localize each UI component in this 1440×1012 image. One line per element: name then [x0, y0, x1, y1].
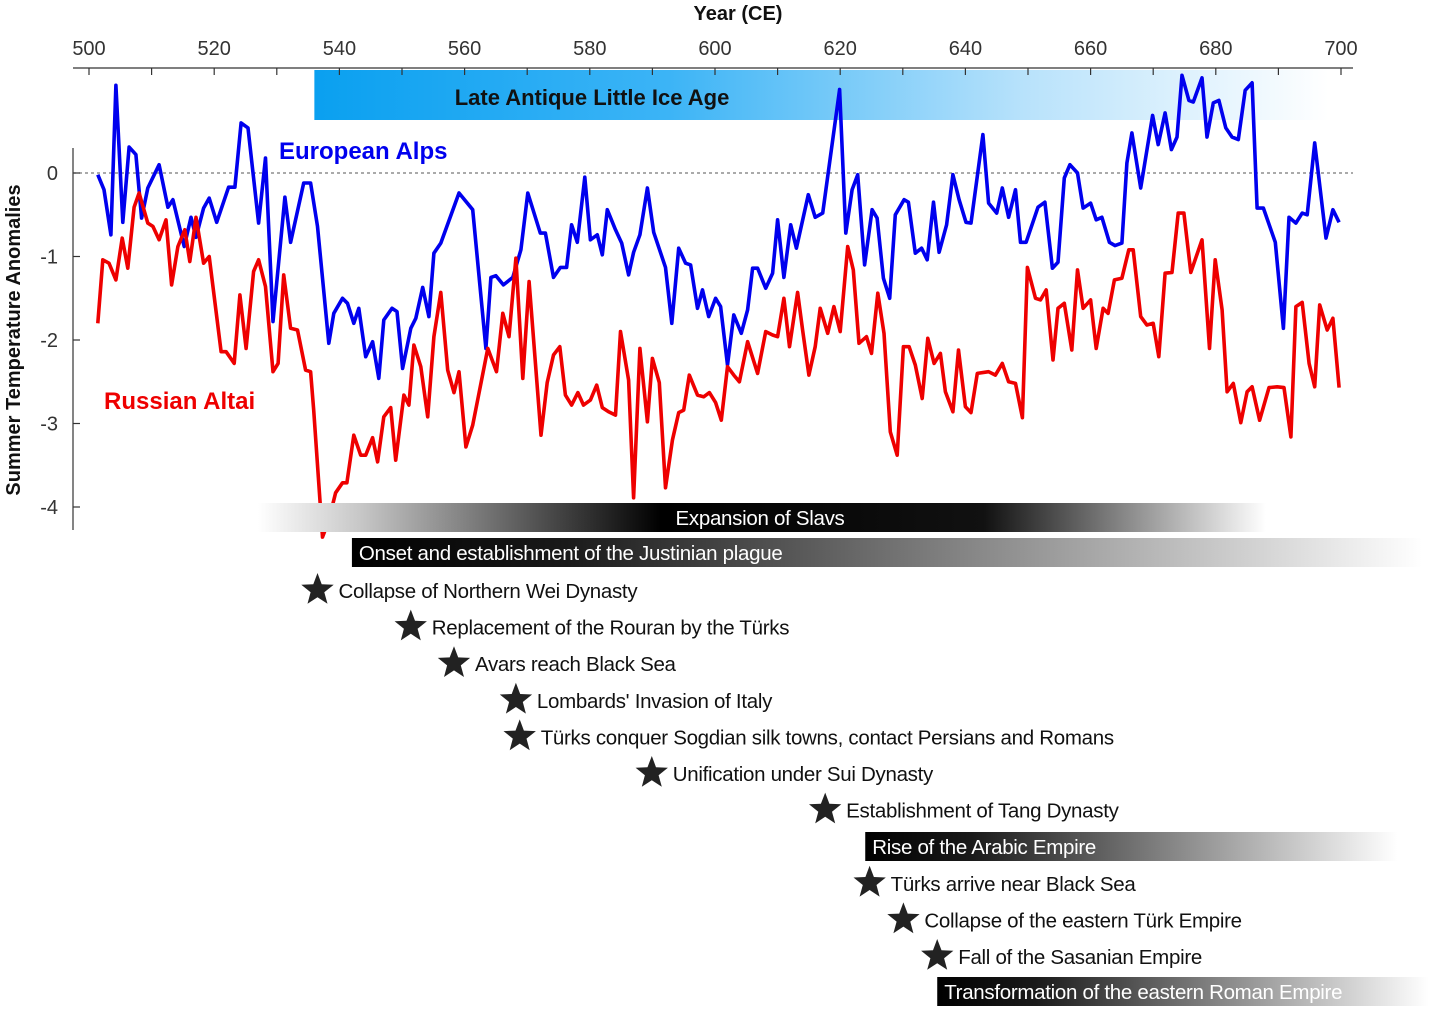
star-icon [503, 719, 536, 751]
star-icon [921, 939, 954, 970]
period-bar: Rise of the Arabic Empire [865, 832, 1398, 861]
event-item: Replacement of the Rouran by the Türks [394, 609, 790, 641]
period-bar-fill [937, 977, 1429, 1006]
x-tick-label: 540 [323, 38, 356, 60]
y-axis-label: Summer Temperature Anomalies [3, 184, 25, 495]
x-tick-label: 660 [1074, 38, 1107, 60]
period-bar-fill [258, 503, 1266, 532]
x-tick-label: 620 [824, 38, 857, 60]
event-label: Establishment of Tang Dynasty [846, 800, 1119, 823]
period-bar-label: Transformation of the eastern Roman Empi… [944, 981, 1342, 1004]
x-tick-label: 600 [698, 38, 731, 60]
y-tick-label: -1 [40, 247, 58, 269]
series-line-european-alps [96, 73, 1341, 381]
period-bar: Expansion of Slavs [258, 503, 1266, 532]
period-bar-label: Onset and establishment of the Justinian… [359, 542, 783, 565]
x-tick-label: 640 [949, 38, 982, 60]
event-item: Lombards' Invasion of Italy [499, 682, 773, 714]
period-bar-label: Expansion of Slavs [676, 507, 845, 530]
period-bar: Transformation of the eastern Roman Empi… [937, 977, 1429, 1006]
period-band-late-antique-little-ice-age [314, 70, 1329, 120]
star-icon [887, 902, 920, 934]
event-label: Türks conquer Sogdian silk towns, contac… [541, 726, 1114, 749]
x-tick-label: 500 [72, 38, 105, 60]
event-label: Collapse of Northern Wei Dynasty [338, 580, 638, 603]
series-label-russian-altai: Russian Altai [104, 388, 255, 415]
event-item: Collapse of the eastern Türk Empire [887, 902, 1242, 934]
event-label: Lombards' Invasion of Italy [537, 690, 773, 713]
x-axis-label: Year (CE) [694, 3, 783, 25]
event-item: Avars reach Black Sea [437, 646, 677, 677]
period-bar-label: Rise of the Arabic Empire [872, 836, 1096, 859]
y-tick-label: -4 [40, 497, 58, 519]
x-tick-label: 580 [573, 38, 606, 60]
star-icon [809, 792, 842, 824]
series-line-russian-altai [96, 191, 1341, 539]
event-item: Collapse of Northern Wei Dynasty [301, 573, 639, 604]
y-tick-label: 0 [47, 163, 58, 185]
series-label-european-alps: European Alps [279, 138, 447, 165]
period-band-label: Late Antique Little Ice Age [455, 85, 730, 110]
x-tick-label: 520 [198, 38, 231, 60]
event-item: Fall of the Sasanian Empire [921, 939, 1202, 970]
star-icon [301, 573, 334, 604]
y-tick-label: -3 [40, 414, 58, 436]
event-item: Establishment of Tang Dynasty [809, 792, 1120, 824]
event-label: Fall of the Sasanian Empire [958, 946, 1202, 969]
y-tick-label: -2 [40, 330, 58, 352]
period-bar-fill [865, 832, 1398, 861]
event-label: Avars reach Black Sea [475, 653, 677, 676]
star-icon [394, 609, 427, 641]
x-tick-label: 560 [448, 38, 481, 60]
event-label: Replacement of the Rouran by the Türks [432, 617, 789, 640]
star-icon [499, 682, 533, 714]
period-bar-fill [351, 538, 1423, 567]
star-icon [437, 646, 471, 677]
x-tick-label: 680 [1199, 38, 1232, 60]
star-icon [635, 756, 668, 787]
star-icon [853, 865, 886, 897]
event-item: Türks conquer Sogdian silk towns, contac… [503, 719, 1114, 751]
event-label: Collapse of the eastern Türk Empire [924, 909, 1241, 932]
x-tick-label: 700 [1324, 38, 1357, 60]
event-item: Unification under Sui Dynasty [635, 756, 934, 787]
period-bar: Onset and establishment of the Justinian… [351, 538, 1423, 567]
event-item: Türks arrive near Black Sea [853, 865, 1137, 897]
event-label: Türks arrive near Black Sea [891, 873, 1137, 896]
event-label: Unification under Sui Dynasty [673, 763, 934, 786]
